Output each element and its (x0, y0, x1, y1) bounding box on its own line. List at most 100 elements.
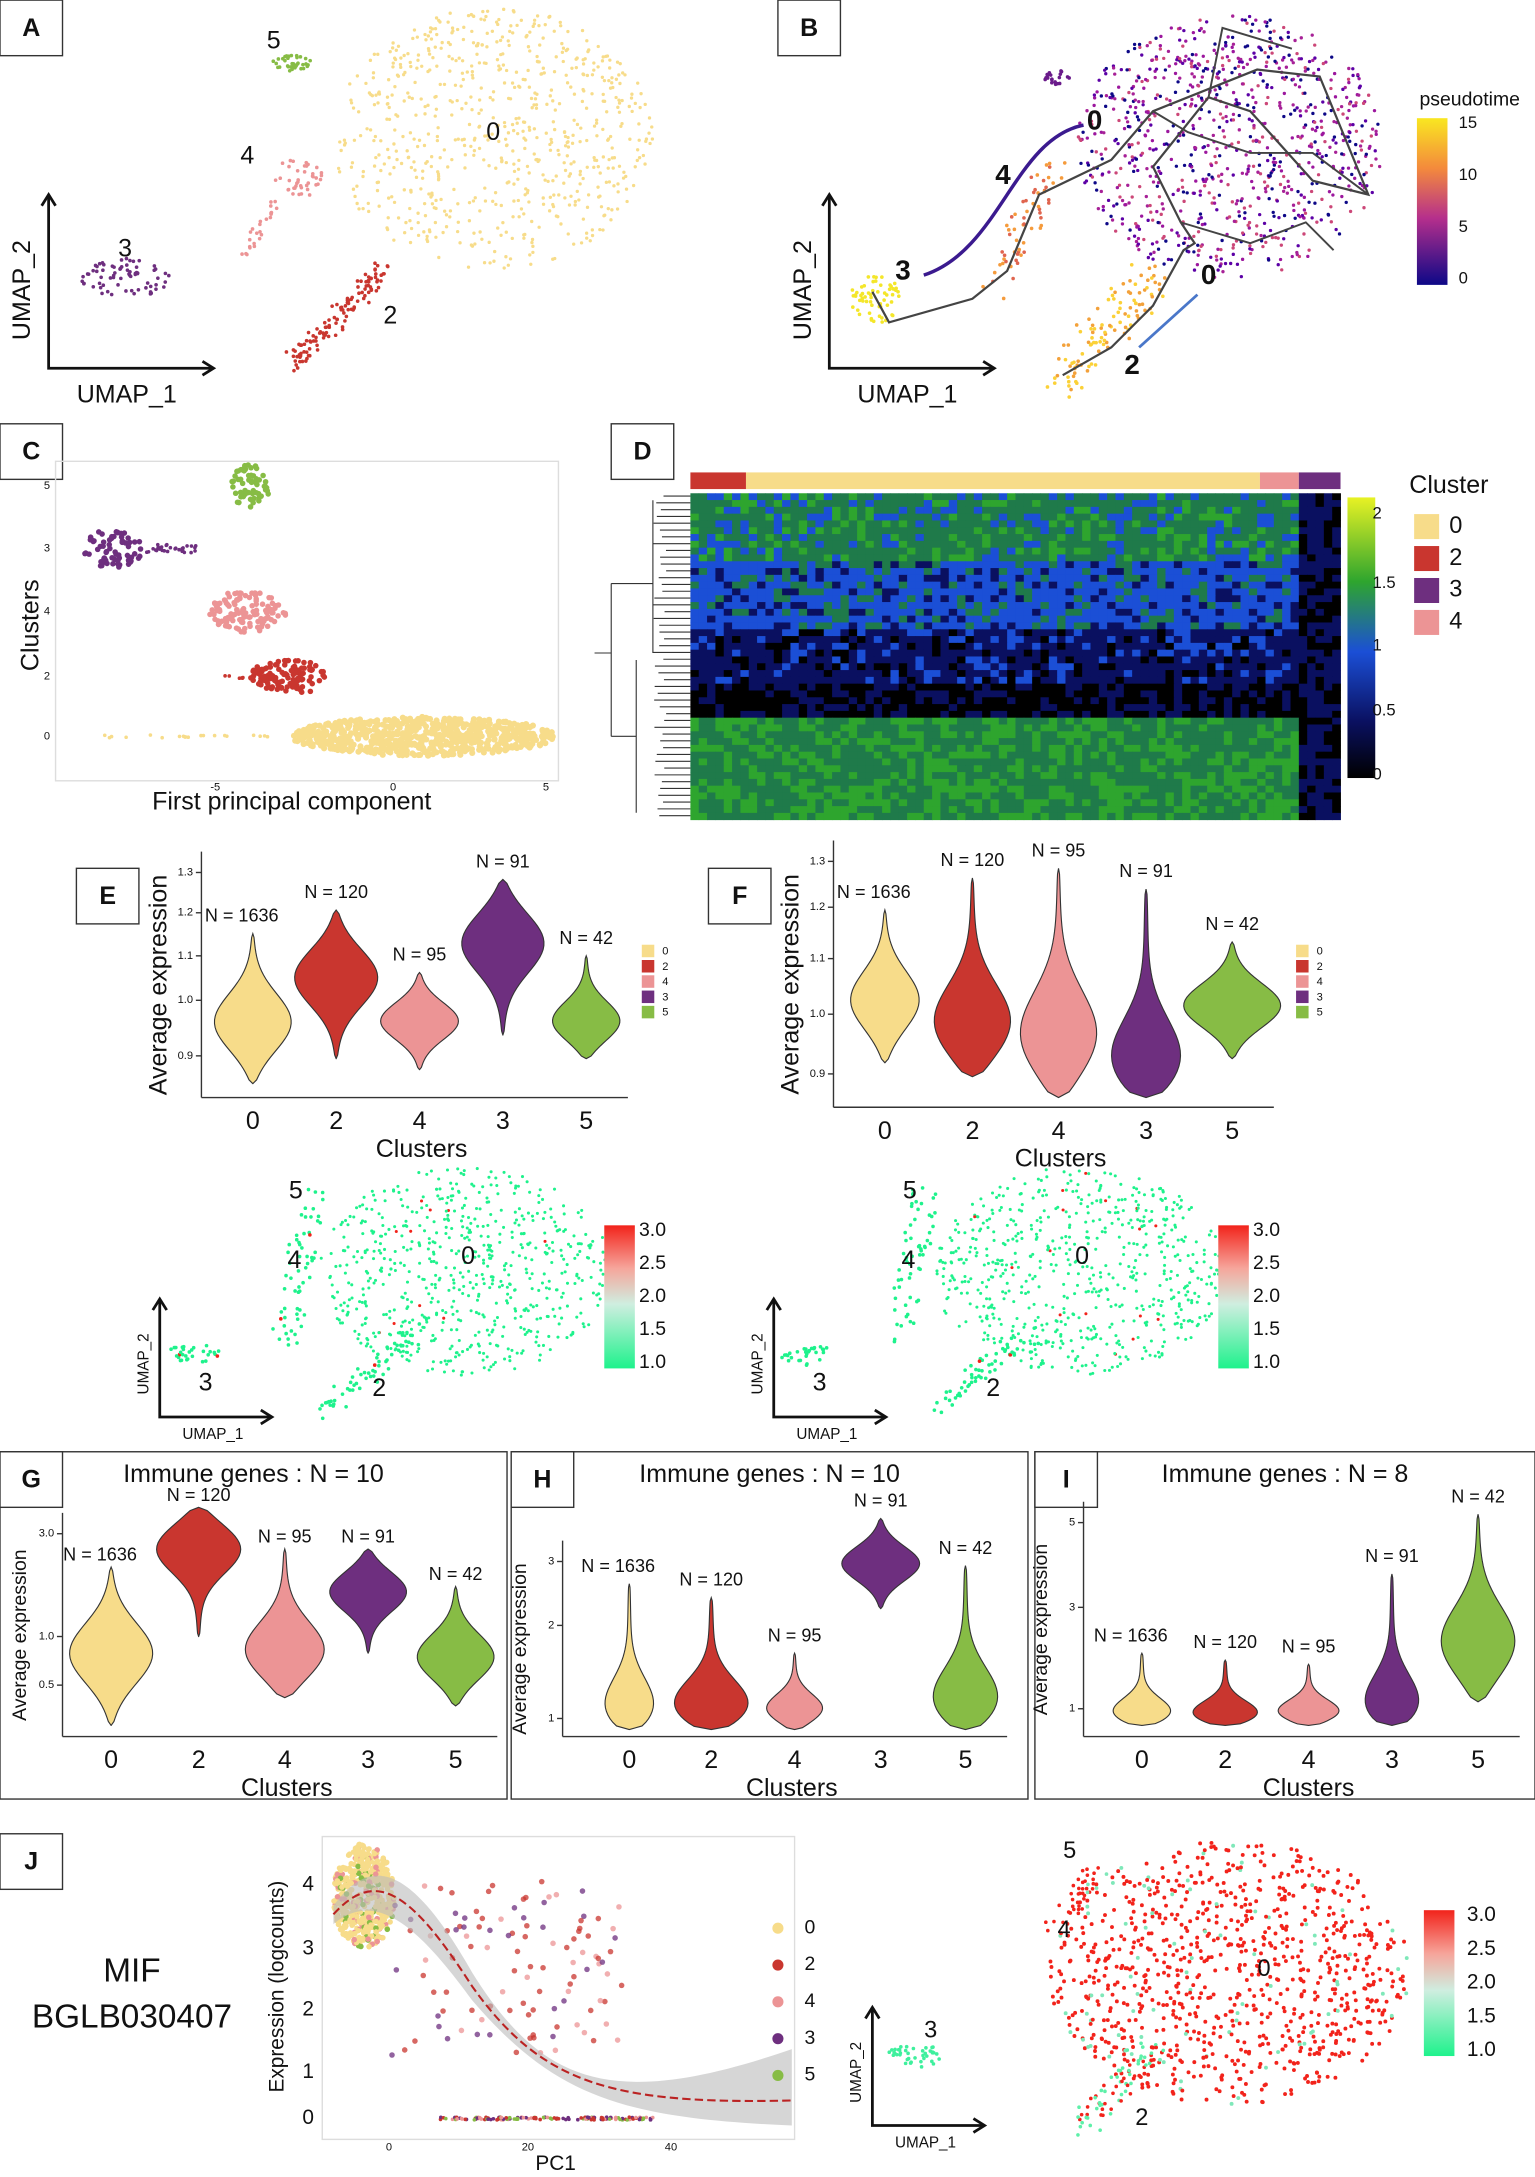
heatmap-cell (990, 581, 1000, 589)
heatmap-cell (1273, 534, 1283, 542)
cell-point (603, 213, 607, 217)
heatmap-cell (1023, 534, 1033, 542)
cell-point (1132, 234, 1137, 238)
cell-point (477, 146, 482, 151)
heatmap-cell (1065, 561, 1075, 569)
cell-point (1169, 258, 1174, 262)
cell-point (1101, 208, 1105, 212)
cell-point (422, 230, 426, 234)
heatmap-cell (765, 493, 775, 501)
heatmap-cell (1207, 500, 1216, 508)
heatmap-cell (1198, 527, 1208, 535)
heatmap-cell (923, 554, 933, 562)
cell-point (1270, 235, 1275, 240)
heatmap-cell (773, 629, 783, 637)
heatmap-cell (932, 602, 941, 610)
cell-point (506, 131, 511, 135)
cell-point (1256, 196, 1260, 200)
heatmap-cell (732, 520, 741, 528)
heatmap-cell (807, 629, 816, 637)
heatmap-cell (1090, 588, 1100, 596)
heatmap-cell (1290, 602, 1300, 610)
cell-point (415, 752, 422, 759)
cell-point (460, 59, 465, 63)
heatmap-cell (1132, 500, 1141, 508)
heatmap-cell (1298, 513, 1308, 521)
heatmap-cell (1223, 561, 1233, 569)
heatmap-cell (1298, 602, 1308, 610)
cell-point (565, 154, 569, 158)
cell-point (361, 169, 366, 174)
heatmap-cell (823, 520, 833, 528)
cell-point (1147, 266, 1152, 271)
heatmap-cell (1265, 568, 1275, 576)
cell-point (292, 368, 296, 373)
heatmap-cell (1323, 527, 1333, 535)
heatmap-cell (1090, 561, 1100, 569)
cell-point (601, 55, 605, 59)
cell-point (517, 84, 521, 88)
cell-point (566, 135, 570, 140)
heatmap-cell (1065, 568, 1075, 576)
cell-point (276, 65, 280, 70)
heatmap-cell (790, 608, 800, 617)
cell-point (596, 165, 600, 169)
heatmap-cell (757, 493, 766, 501)
heatmap-cell (1140, 534, 1150, 542)
cell-point (1237, 128, 1241, 132)
cell-point (1149, 210, 1153, 214)
cell-point (129, 288, 134, 293)
heatmap-cell (1048, 602, 1058, 610)
colorbar-tick: 10 (1459, 165, 1478, 184)
cell-point (1230, 35, 1235, 40)
cell-point (876, 290, 880, 294)
cell-point (434, 235, 438, 239)
cell-point (301, 62, 305, 67)
cell-point (388, 49, 392, 54)
heatmap-cell (1048, 615, 1058, 623)
heatmap-cell (1032, 520, 1041, 528)
cell-point (423, 104, 427, 109)
cell-point (1307, 248, 1311, 252)
heatmap-cell (1307, 622, 1316, 630)
heatmap-cell (915, 527, 925, 535)
cell-point (1099, 326, 1103, 330)
cell-point (1142, 288, 1147, 292)
heatmap-cell (715, 540, 725, 549)
cell-point (465, 70, 469, 74)
heatmap-cell (1107, 568, 1116, 576)
cell-point (600, 59, 605, 63)
heatmap-cell (1323, 574, 1333, 583)
heatmap-cell (882, 500, 891, 508)
heatmap-cell (715, 595, 725, 603)
heatmap-cell (1265, 615, 1275, 623)
heatmap-cell (773, 547, 783, 555)
heatmap-cell (982, 608, 991, 617)
heatmap-cell (907, 520, 916, 528)
heatmap-cell (782, 568, 791, 576)
heatmap-cell (690, 602, 700, 610)
heatmap-cell (915, 513, 925, 521)
cell-point (351, 187, 356, 191)
cell-point (250, 496, 257, 502)
cell-point (1196, 220, 1200, 225)
cell-point (1199, 244, 1203, 248)
cell-point (867, 311, 872, 315)
cell-point (368, 128, 373, 132)
cell-point (268, 606, 274, 613)
heatmap-cell (1248, 520, 1258, 528)
heatmap-cell (1015, 534, 1025, 542)
cell-point (1191, 126, 1196, 131)
cell-point (1118, 306, 1122, 311)
cell-point (291, 679, 298, 685)
heatmap-cell (823, 608, 833, 617)
cell-point (303, 728, 310, 735)
heatmap-cell (782, 513, 791, 521)
heatmap-cell (832, 622, 841, 630)
heatmap-cell (1190, 574, 1200, 583)
heatmap-cell (1198, 506, 1208, 515)
heatmap-cell (757, 527, 766, 535)
heatmap-cell (865, 615, 875, 623)
heatmap-cell (1107, 493, 1116, 501)
cell-point (1145, 166, 1149, 171)
